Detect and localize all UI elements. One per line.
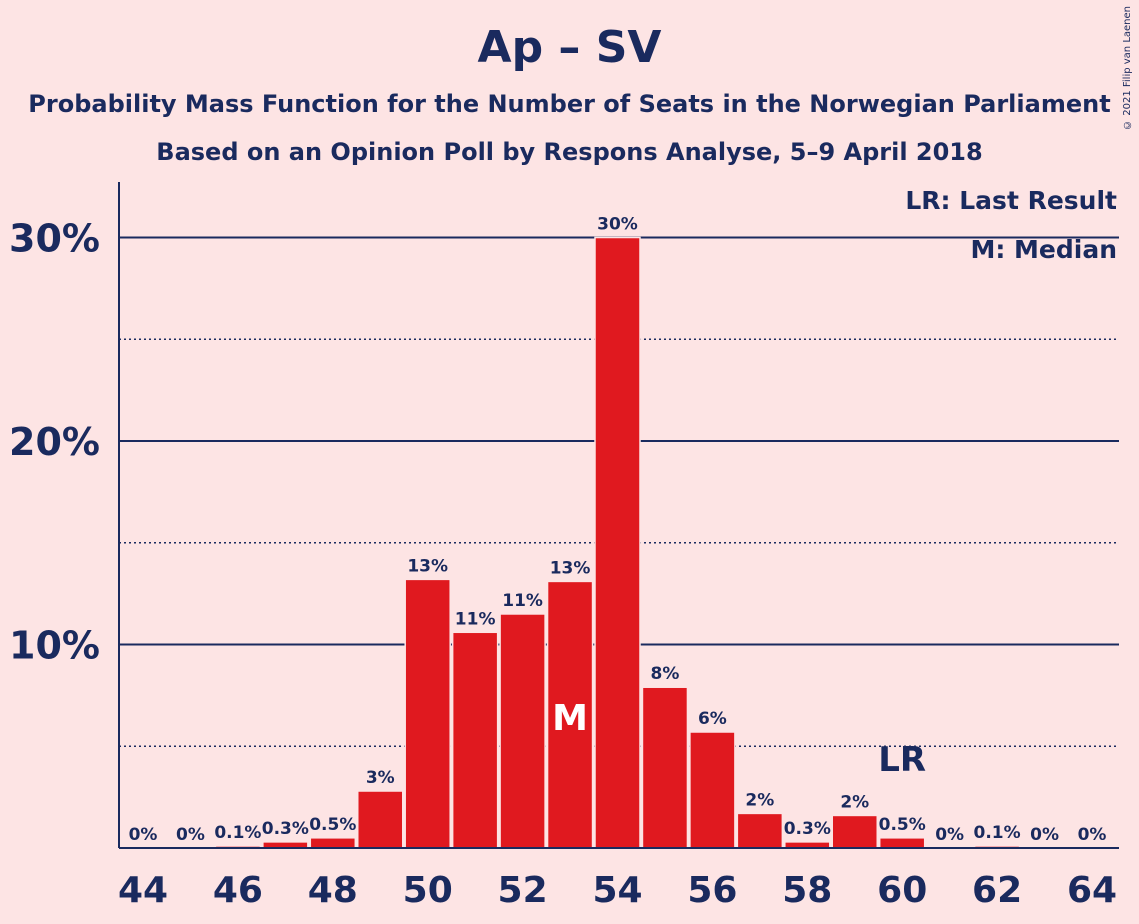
data-label: 30%: [597, 215, 638, 235]
chart-subtitle-2: Based on an Opinion Poll by Respons Anal…: [156, 138, 983, 166]
bar: [878, 837, 926, 849]
data-label: 13%: [407, 556, 448, 576]
data-label: 0.1%: [214, 823, 261, 843]
bar: [831, 814, 878, 849]
y-tick-label: 30%: [9, 217, 100, 261]
data-label: 0%: [129, 825, 158, 845]
x-tick-label: 62: [972, 870, 1022, 911]
data-label: 8%: [651, 664, 680, 684]
data-label: 2%: [840, 792, 869, 812]
chart-subtitle: Probability Mass Function for the Number…: [28, 90, 1111, 118]
x-tick-label: 46: [213, 870, 263, 911]
data-label: 2%: [745, 790, 774, 810]
data-label: 0%: [1030, 825, 1059, 845]
bar: [736, 812, 784, 849]
data-label: 0%: [176, 825, 205, 845]
bar: [404, 578, 451, 849]
legend-median: M: Median: [970, 235, 1117, 264]
bar: [689, 731, 736, 849]
x-tick-label: 64: [1067, 870, 1117, 911]
data-label: 0%: [935, 825, 964, 845]
data-label: 11%: [502, 591, 543, 611]
data-label: 0.3%: [784, 819, 831, 839]
median-marker: M: [552, 698, 588, 739]
bar: [594, 236, 641, 849]
chart-title: Ap – SV: [477, 22, 662, 73]
data-label: 6%: [698, 709, 727, 729]
x-tick-label: 60: [877, 870, 927, 911]
data-label: 0.5%: [309, 815, 356, 835]
data-label: 0.5%: [879, 815, 926, 835]
x-tick-label: 44: [118, 870, 168, 911]
data-label: 13%: [550, 558, 591, 578]
legend-last-result: LR: Last Result: [905, 186, 1117, 215]
data-label: 3%: [366, 768, 395, 788]
data-label: 0%: [1078, 825, 1107, 845]
x-tick-label: 48: [308, 870, 358, 911]
x-tick-label: 56: [687, 870, 737, 911]
x-tick-label: 50: [403, 870, 453, 911]
data-label: 11%: [455, 609, 496, 629]
data-label: 0.3%: [262, 819, 309, 839]
x-tick-label: 54: [592, 870, 642, 911]
bar: [309, 837, 357, 849]
bar: [499, 613, 546, 849]
bar: [357, 790, 404, 849]
y-tick-label: 10%: [9, 624, 100, 668]
x-tick-label: 58: [782, 870, 832, 911]
last-result-marker: LR: [878, 740, 926, 780]
data-label: 0.1%: [974, 823, 1021, 843]
bar: [641, 686, 689, 849]
bar: [451, 631, 499, 849]
y-tick-label: 20%: [9, 420, 100, 464]
x-tick-label: 52: [498, 870, 548, 911]
